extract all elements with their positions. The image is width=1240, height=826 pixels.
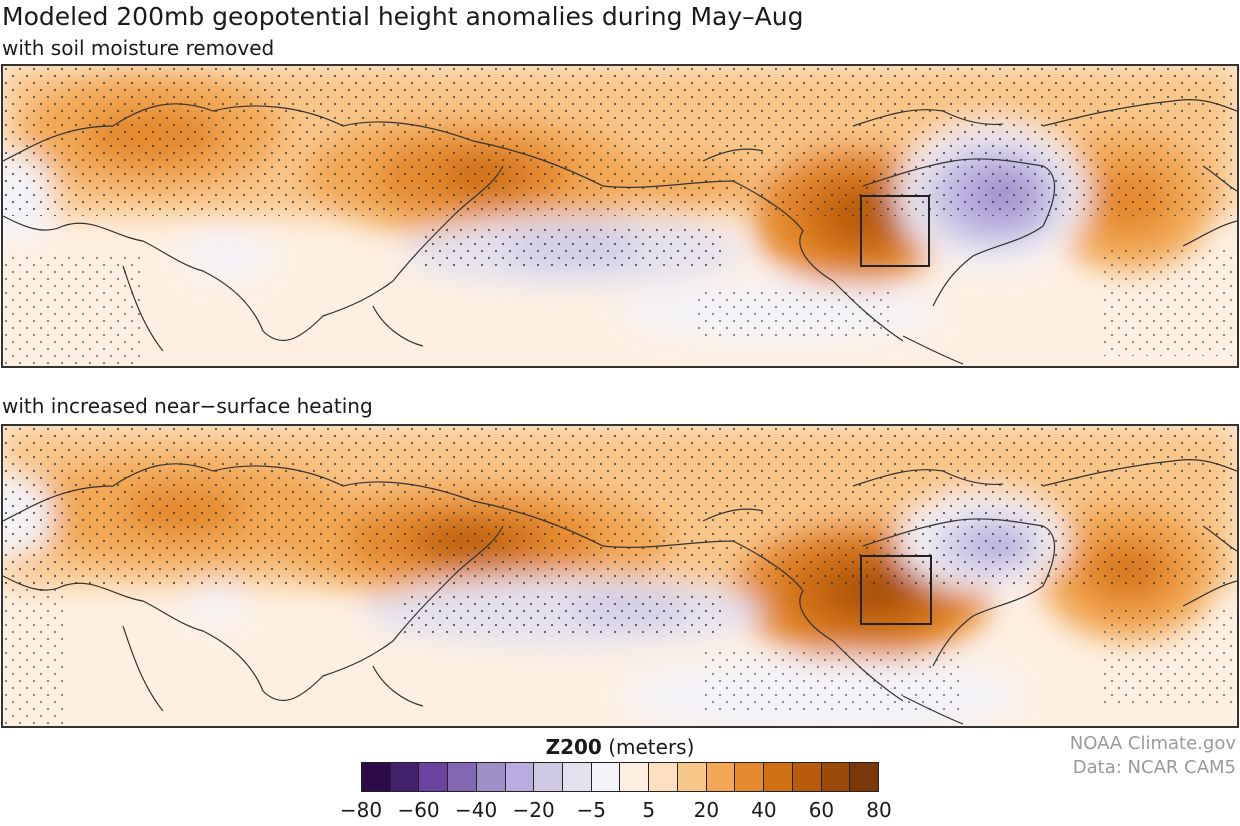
legend-swatch	[850, 763, 878, 791]
legend-variable: Z200	[545, 735, 602, 759]
panel-bottom-subtitle: with increased near−surface heating	[2, 394, 373, 418]
legend-swatch	[419, 763, 449, 791]
credit-data: Data: NCAR CAM5	[1072, 757, 1236, 778]
legend-swatch	[362, 763, 391, 791]
legend-units: (meters)	[608, 735, 695, 759]
legend-tick-label: −40	[455, 798, 498, 822]
study-region-box	[860, 555, 932, 625]
anomaly-map-top	[3, 66, 1237, 366]
anomaly-map-bottom	[3, 426, 1237, 726]
color-scale-bar	[361, 762, 879, 792]
legend-swatch	[563, 763, 592, 791]
coastlines	[3, 459, 1237, 725]
study-region-box	[860, 195, 930, 267]
legend-tick-label: 5	[642, 798, 656, 822]
legend-swatch	[649, 763, 678, 791]
legend-swatch	[821, 763, 851, 791]
legend-tick-label: 80	[866, 798, 892, 822]
legend-tick-label: −20	[512, 798, 555, 822]
legend-tick-label: 60	[808, 798, 835, 822]
legend-swatch	[448, 763, 477, 791]
legend-tick-label: −80	[339, 798, 383, 822]
legend-swatch	[764, 763, 793, 791]
legend-tick-label: −5	[576, 798, 606, 822]
significance-stippling	[3, 426, 1237, 726]
legend-tick-label: 40	[751, 798, 777, 822]
legend-tick-label: 20	[693, 798, 720, 822]
map-panel-near-surface-heating	[1, 424, 1239, 728]
credit-source: NOAA Climate.gov	[1069, 733, 1236, 754]
panel-top-subtitle: with soil moisture removed	[2, 36, 275, 60]
legend-tick-label: −60	[397, 798, 440, 822]
map-title: Modeled 200mb geopotential height anomal…	[2, 2, 804, 31]
coastlines	[3, 99, 1237, 365]
legend-swatch	[591, 763, 621, 791]
legend-swatch	[390, 763, 420, 791]
legend-swatch	[677, 763, 707, 791]
legend-swatch	[505, 763, 535, 791]
legend-swatch	[706, 763, 736, 791]
legend-swatch	[620, 763, 650, 791]
legend-swatch	[735, 763, 765, 791]
significance-stippling	[3, 66, 1237, 366]
legend-swatch	[476, 763, 506, 791]
legend-swatch	[534, 763, 564, 791]
legend-title: Z200 (meters)	[400, 735, 840, 759]
map-panel-soil-moisture-removed	[1, 64, 1239, 368]
legend-swatch	[792, 763, 822, 791]
